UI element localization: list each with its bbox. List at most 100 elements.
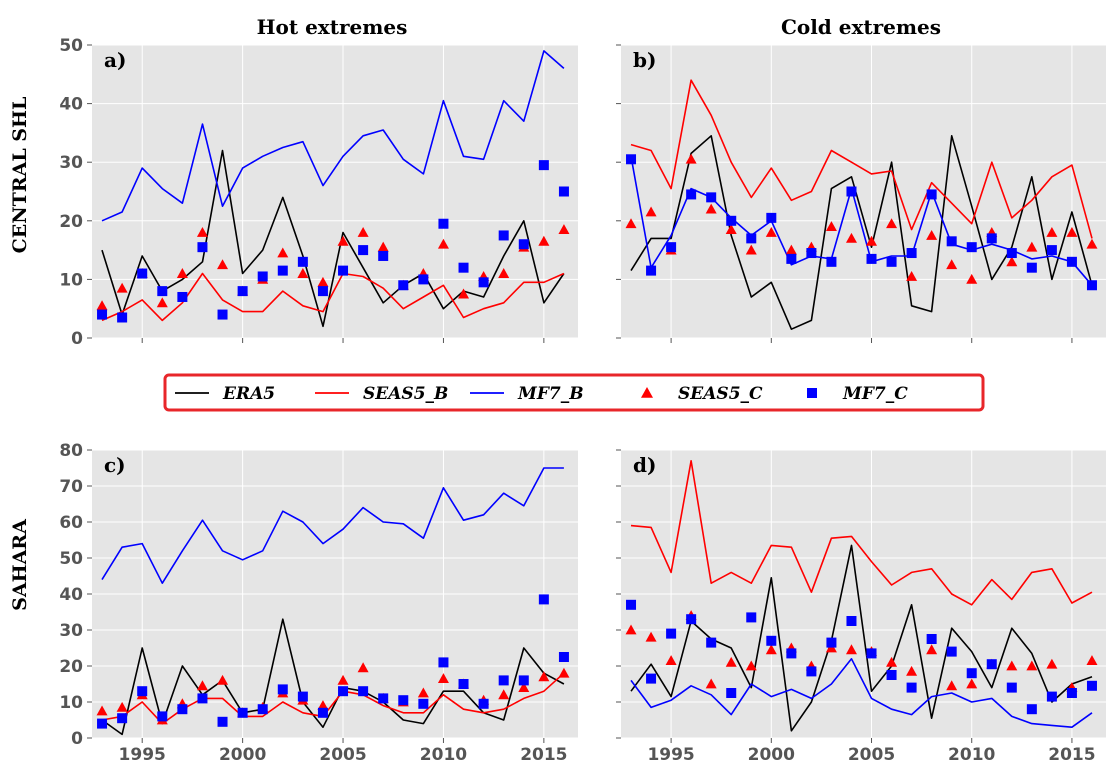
point-seas5-c bbox=[745, 660, 757, 671]
point-mf7-c bbox=[886, 670, 897, 680]
point-mf7-c bbox=[726, 688, 737, 698]
point-seas5-c bbox=[297, 268, 309, 278]
point-seas5-c bbox=[886, 656, 898, 667]
point-mf7-c bbox=[538, 160, 549, 171]
point-seas5-c bbox=[116, 701, 128, 712]
point-mf7-c bbox=[418, 698, 429, 709]
y-tick-label: 10 bbox=[59, 693, 83, 713]
point-mf7-c bbox=[498, 230, 509, 241]
point-seas5-c bbox=[116, 282, 128, 293]
point-seas5-c bbox=[176, 268, 188, 278]
point-mf7-c bbox=[726, 215, 737, 226]
point-mf7-c bbox=[1046, 245, 1057, 256]
point-seas5-c bbox=[966, 678, 978, 689]
point-seas5-c bbox=[725, 656, 737, 667]
legend: ERA5 SEAS5_B MF7_B SEAS5_C MF7_C bbox=[163, 373, 985, 412]
panel-label: b) bbox=[633, 48, 656, 72]
row-label-central-shl: CENTRAL SHL bbox=[9, 97, 31, 254]
point-seas5-c bbox=[705, 678, 717, 689]
point-seas5-c bbox=[1006, 660, 1018, 671]
point-mf7-c bbox=[946, 236, 957, 247]
y-tick-label: 40 bbox=[59, 95, 83, 115]
series-line-era5 bbox=[101, 618, 565, 736]
series-line-seas5-b bbox=[101, 272, 565, 322]
point-seas5-c bbox=[437, 673, 449, 683]
point-seas5-c bbox=[96, 300, 108, 311]
point-seas5-c bbox=[458, 288, 470, 299]
point-seas5-c bbox=[685, 153, 697, 164]
point-mf7-c bbox=[317, 707, 328, 718]
point-mf7-c bbox=[478, 277, 489, 288]
point-mf7-c bbox=[826, 637, 837, 648]
point-mf7-c bbox=[706, 637, 717, 648]
point-seas5-c bbox=[1026, 241, 1038, 252]
point-seas5-c bbox=[417, 687, 429, 698]
point-mf7-c bbox=[297, 691, 308, 702]
point-seas5-c bbox=[946, 680, 958, 691]
point-mf7-c bbox=[117, 713, 128, 724]
point-seas5-c bbox=[926, 644, 938, 655]
point-mf7-c bbox=[686, 189, 697, 200]
y-tick-label: 60 bbox=[59, 513, 83, 533]
x-tick-label: 2000 bbox=[219, 745, 266, 765]
point-mf7-c bbox=[297, 256, 308, 267]
y-tick-label: 0 bbox=[71, 729, 83, 749]
point-seas5-c bbox=[277, 247, 289, 258]
point-mf7-c bbox=[1086, 280, 1097, 291]
point-mf7-c bbox=[886, 256, 897, 267]
panel-a: 0 10 20 30 40 50 a) bbox=[59, 36, 578, 349]
point-mf7-c bbox=[1026, 704, 1037, 715]
point-mf7-c bbox=[806, 248, 817, 259]
point-mf7-c bbox=[1006, 248, 1017, 259]
y-tick-label: 30 bbox=[59, 621, 83, 641]
point-mf7-c bbox=[1046, 691, 1057, 702]
panel-label: c) bbox=[104, 453, 126, 477]
point-seas5-c bbox=[1046, 658, 1058, 669]
point-mf7-c bbox=[646, 673, 657, 684]
point-mf7-c bbox=[746, 612, 757, 623]
point-mf7-c bbox=[398, 695, 409, 706]
point-mf7-c bbox=[518, 239, 529, 250]
point-mf7-c bbox=[317, 286, 328, 297]
point-seas5-c bbox=[1086, 238, 1098, 249]
point-mf7-c bbox=[137, 686, 148, 697]
legend-frame bbox=[163, 373, 985, 412]
point-seas5-c bbox=[357, 662, 369, 673]
point-seas5-c bbox=[625, 624, 637, 635]
legend-label-seas5-c: SEAS5_C bbox=[678, 384, 763, 404]
column-title-hot: Hot extremes bbox=[257, 15, 408, 39]
point-seas5-c bbox=[538, 671, 550, 682]
point-seas5-c bbox=[377, 241, 389, 252]
point-mf7-c bbox=[846, 186, 857, 197]
point-mf7-c bbox=[1006, 682, 1017, 693]
series-line-era5 bbox=[630, 544, 1093, 732]
panel-d: 1995 2000 2005 2010 2015 d) bbox=[616, 449, 1106, 765]
x-tick-label: 2015 bbox=[520, 745, 567, 765]
point-seas5-c bbox=[906, 665, 918, 676]
point-seas5-c bbox=[1066, 227, 1078, 237]
point-mf7-c bbox=[438, 218, 449, 229]
point-mf7-c bbox=[786, 648, 797, 659]
point-mf7-c bbox=[666, 628, 677, 639]
series-line-mf7-b bbox=[630, 657, 1093, 729]
panel-c: 0 10 20 30 40 50 60 70 80 1995 2000 2005 2010 2015 c) bbox=[59, 441, 578, 765]
point-mf7-c bbox=[866, 648, 877, 659]
point-mf7-c bbox=[157, 286, 168, 297]
point-seas5-c bbox=[926, 229, 938, 240]
point-seas5-c bbox=[665, 655, 677, 665]
point-mf7-c bbox=[766, 212, 777, 223]
point-mf7-c bbox=[626, 154, 637, 165]
point-mf7-c bbox=[1066, 688, 1077, 698]
y-tick-label: 40 bbox=[59, 585, 83, 605]
point-seas5-c bbox=[196, 227, 208, 237]
point-seas5-c bbox=[785, 244, 797, 255]
point-mf7-c bbox=[518, 675, 529, 686]
column-title-cold: Cold extremes bbox=[781, 15, 941, 39]
point-mf7-c bbox=[926, 634, 937, 644]
point-mf7-c bbox=[478, 698, 489, 709]
point-seas5-c bbox=[886, 218, 898, 229]
series-line-era5 bbox=[630, 135, 1093, 331]
point-seas5-c bbox=[845, 232, 857, 243]
point-seas5-c bbox=[156, 297, 168, 308]
legend-swatch-mf7-c bbox=[807, 388, 817, 398]
